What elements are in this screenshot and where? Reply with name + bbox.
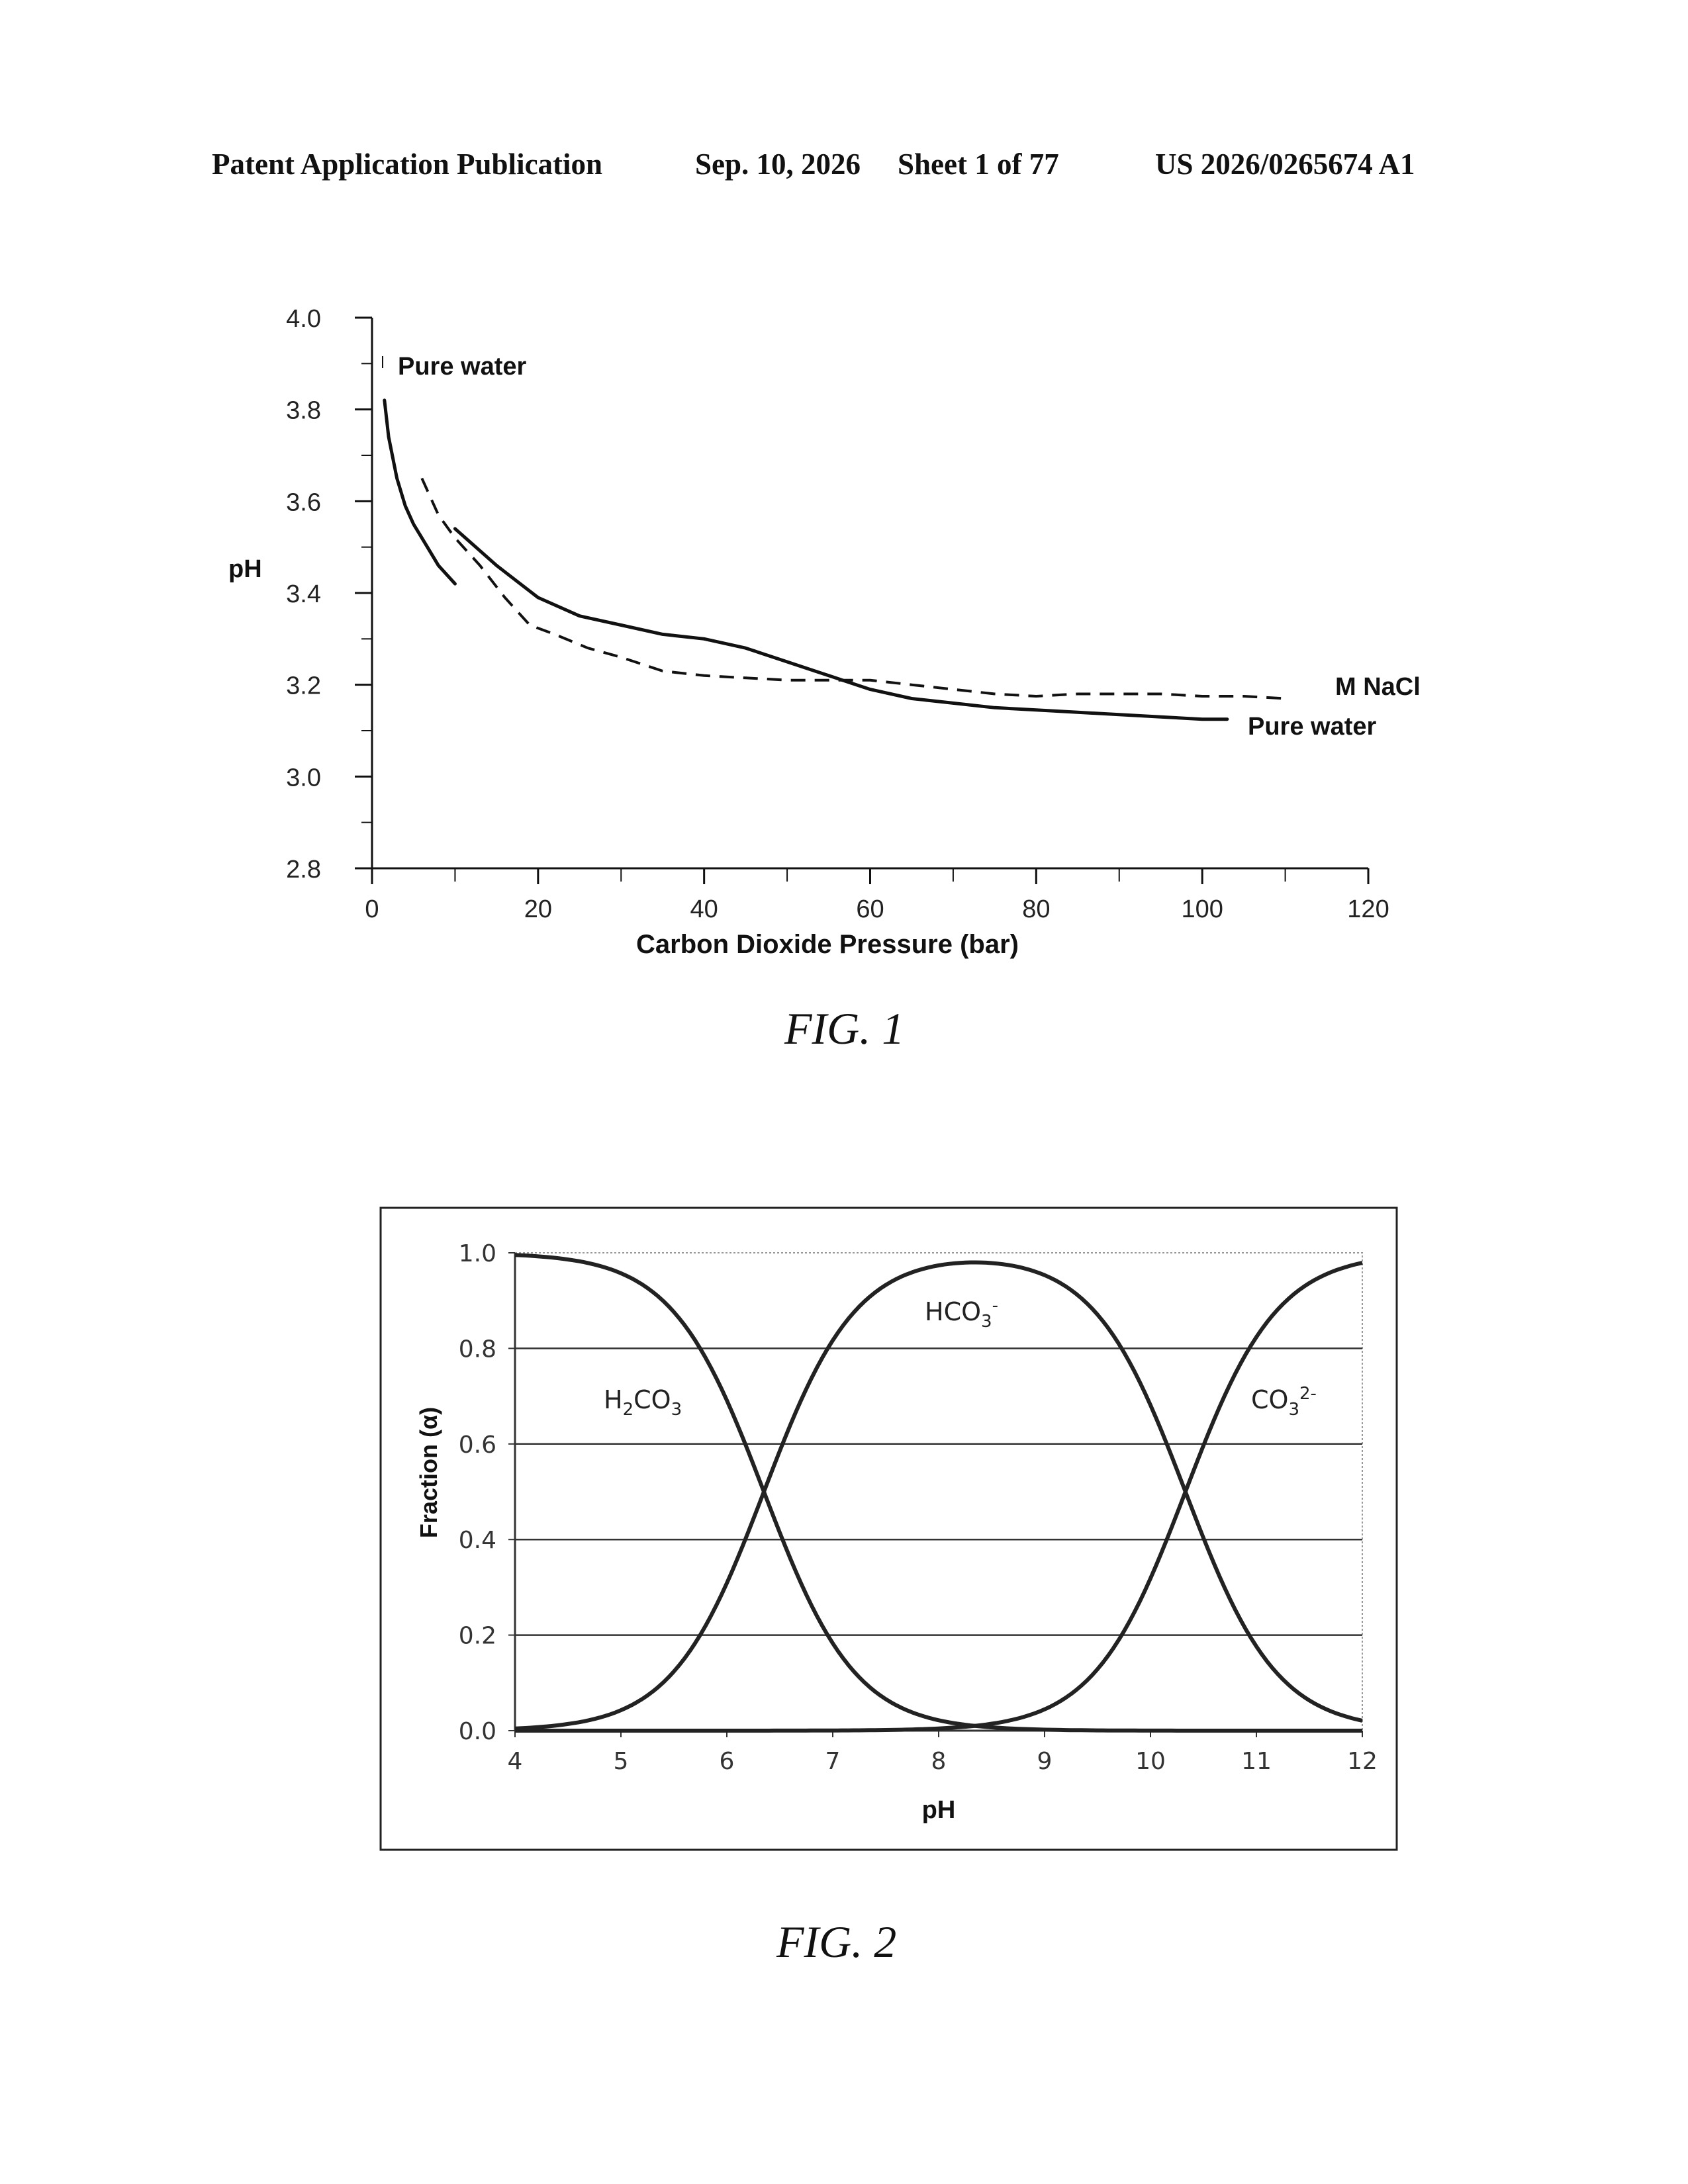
fig1-series-2-line (455, 529, 1227, 719)
fig2-x-tick-label: 11 (1241, 1748, 1272, 1775)
fig2-axes: 1.0 0.8 0.6 0.4 0.2 0.0 4 5 6 7 8 9 10 11 12 (459, 1240, 1378, 1775)
fig2-series-h2co3-line (515, 1255, 1362, 1731)
fig1-annotation-pure-water: Pure water (1248, 713, 1377, 741)
fig2-x-tick-label: 6 (720, 1748, 735, 1775)
fig1-series-3-line (422, 478, 1285, 699)
fig1-chart: 4.03.83.63.43.23.02.8020406080100120 pH … (0, 0, 1688, 993)
fig2-grid (515, 1253, 1362, 1731)
fig2-x-axis-label: pH (922, 1796, 956, 1824)
fig2-x-tick-label: 8 (931, 1748, 947, 1775)
fig2-labels: pH Fraction (α) H2CO3 HCO3- CO32- (415, 1296, 1317, 1824)
fig2-x-tick-label: 9 (1037, 1748, 1053, 1775)
fig2-y-tick-label: 0.4 (459, 1527, 496, 1554)
fig1-caption: FIG. 1 (784, 1003, 904, 1055)
fig2-plot-area (515, 1253, 1362, 1731)
fig1-y-tick-label: 3.4 (286, 580, 321, 608)
fig2-x-tick-label: 4 (508, 1748, 523, 1775)
fig1-x-tick-label: 20 (524, 895, 552, 923)
fig1-x-tick-label: 0 (365, 895, 379, 923)
fig2-y-axis-label: Fraction (α) (415, 1407, 442, 1538)
fig2-y-tick-label: 0.6 (459, 1432, 496, 1459)
fig2-series-hco3-line (515, 1263, 1362, 1729)
fig2-series (515, 1255, 1362, 1731)
fig1-y-tick-label: 3.6 (286, 488, 321, 516)
fig1-annotation-pure-water-top: Pure water (398, 353, 527, 381)
fig1-y-tick-label: 3.0 (286, 764, 321, 792)
fig2-series-co3-line (515, 1263, 1362, 1731)
fig2-series-label-h2co3: H2CO3 (604, 1385, 682, 1420)
fig1-x-axis-label: Carbon Dioxide Pressure (bar) (636, 930, 1019, 959)
fig1-y-axis-label: pH (228, 555, 262, 583)
fig1-series (385, 400, 1286, 719)
fig2-series-label-co3: CO32- (1251, 1384, 1317, 1420)
fig1-x-tick-label: 60 (856, 895, 884, 923)
fig2-series-label-hco3: HCO3- (925, 1296, 998, 1332)
fig1-y-tick-label: 3.2 (286, 672, 321, 700)
fig2-x-tick-label: 5 (614, 1748, 629, 1775)
fig2-frame (381, 1208, 1397, 1850)
fig1-y-tick-label: 2.8 (286, 856, 321, 884)
fig2-y-tick-label: 1.0 (459, 1240, 496, 1267)
fig1-y-tick-label: 3.8 (286, 397, 321, 425)
fig2-y-tick-label: 0.8 (459, 1336, 496, 1363)
fig1-series-1-line (385, 400, 455, 584)
fig1-x-tick-label: 40 (690, 895, 718, 923)
fig2-x-tick-label: 12 (1347, 1748, 1378, 1775)
fig2-x-tick-label: 10 (1135, 1748, 1166, 1775)
fig2-y-tick-label: 0.0 (459, 1718, 496, 1745)
fig1-x-tick-label: 80 (1022, 895, 1050, 923)
fig2-x-tick-label: 7 (825, 1748, 841, 1775)
fig2-y-tick-label: 0.2 (459, 1623, 496, 1650)
fig1-annotation-nacl: M NaCl (1335, 673, 1421, 701)
fig1-x-tick-label: 120 (1347, 895, 1389, 923)
fig1-y-tick-label: 4.0 (286, 305, 321, 333)
fig1-x-tick-label: 100 (1181, 895, 1223, 923)
fig2-caption: FIG. 2 (776, 1916, 896, 1968)
fig1-axes: 4.0 3.8 3.6 3.4 3.2 3.0 2.8 0 20 40 60 80 100 120 (286, 305, 1389, 923)
